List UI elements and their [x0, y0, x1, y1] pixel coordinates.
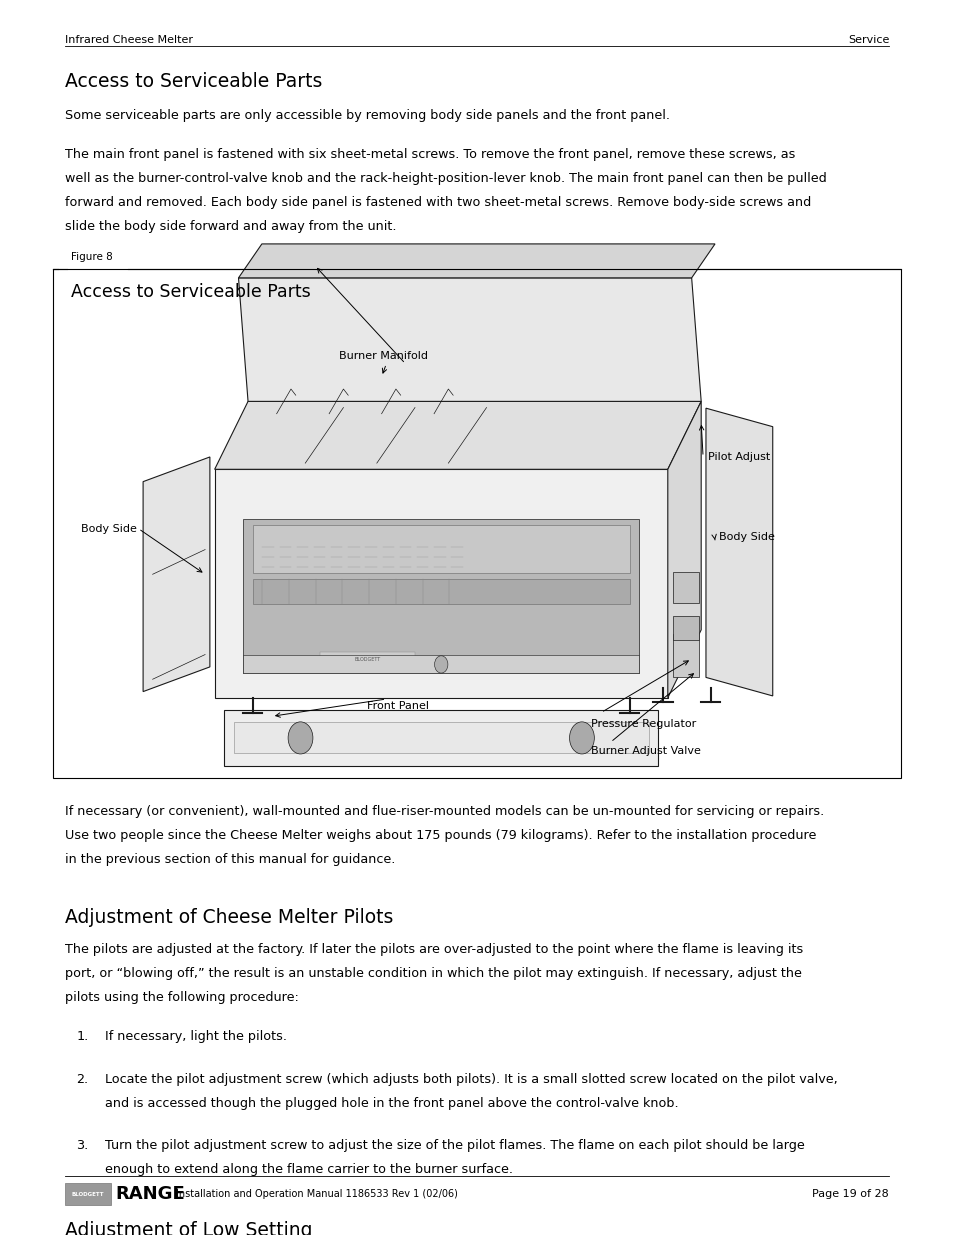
Text: Access to Serviceable Parts: Access to Serviceable Parts — [71, 283, 310, 301]
Text: in the previous section of this manual for guidance.: in the previous section of this manual f… — [65, 853, 395, 867]
Text: Locate the pilot adjustment screw (which adjusts both pilots). It is a small slo: Locate the pilot adjustment screw (which… — [105, 1072, 837, 1086]
Polygon shape — [143, 457, 210, 692]
Text: port, or “blowing off,” the result is an unstable condition in which the pilot m: port, or “blowing off,” the result is an… — [65, 967, 801, 981]
Text: The main front panel is fastened with six sheet-metal screws. To remove the fron: The main front panel is fastened with si… — [65, 148, 795, 161]
Text: Body Side: Body Side — [81, 524, 137, 534]
Circle shape — [569, 721, 594, 753]
Bar — [672, 572, 699, 603]
Text: pilots using the following procedure:: pilots using the following procedure: — [65, 992, 298, 1004]
Text: If necessary (or convenient), wall-mounted and flue-riser-mounted models can be : If necessary (or convenient), wall-mount… — [65, 805, 823, 819]
Text: Page 19 of 28: Page 19 of 28 — [812, 1189, 888, 1199]
Bar — [253, 525, 629, 573]
Bar — [233, 722, 648, 753]
Polygon shape — [705, 408, 772, 697]
Circle shape — [434, 656, 447, 673]
Text: Infrared Cheese Melter: Infrared Cheese Melter — [65, 35, 193, 44]
Text: BLODGETT: BLODGETT — [354, 657, 380, 662]
Text: Installation and Operation Manual 1186533 Rev 1 (02/06): Installation and Operation Manual 118653… — [175, 1189, 456, 1199]
Circle shape — [288, 721, 313, 753]
Text: Service: Service — [847, 35, 888, 44]
Bar — [243, 655, 639, 673]
Bar — [53, 269, 900, 778]
Polygon shape — [667, 401, 700, 698]
Bar — [243, 519, 639, 673]
Text: well as the burner-control-valve knob and the rack-height-position-lever knob. T: well as the burner-control-valve knob an… — [65, 172, 825, 185]
Polygon shape — [214, 401, 700, 469]
Polygon shape — [238, 245, 715, 278]
Text: and is accessed though the plugged hole in the front panel above the control-val: and is accessed though the plugged hole … — [105, 1097, 678, 1110]
Text: Adjustment of Cheese Melter Pilots: Adjustment of Cheese Melter Pilots — [65, 909, 393, 927]
Bar — [253, 579, 629, 604]
Text: 3.: 3. — [76, 1140, 89, 1152]
Text: slide the body side forward and away from the unit.: slide the body side forward and away fro… — [65, 220, 395, 233]
Text: Front Panel: Front Panel — [367, 701, 429, 711]
Text: Body Side: Body Side — [719, 532, 775, 542]
Text: Turn the pilot adjustment screw to adjust the size of the pilot flames. The flam: Turn the pilot adjustment screw to adjus… — [105, 1140, 803, 1152]
Text: BLODGETT: BLODGETT — [71, 1192, 104, 1197]
Bar — [672, 635, 699, 677]
Text: The pilots are adjusted at the factory. If later the pilots are over-adjusted to: The pilots are adjusted at the factory. … — [65, 944, 802, 956]
Text: Some serviceable parts are only accessible by removing body side panels and the : Some serviceable parts are only accessib… — [65, 109, 669, 122]
Text: Use two people since the Cheese Melter weighs about 175 pounds (79 kilograms). R: Use two people since the Cheese Melter w… — [65, 830, 816, 842]
Bar — [319, 652, 415, 667]
Text: enough to extend along the flame carrier to the burner surface.: enough to extend along the flame carrier… — [105, 1163, 513, 1177]
Text: Burner Manifold: Burner Manifold — [338, 351, 427, 361]
Text: Pilot Adjust: Pilot Adjust — [707, 452, 769, 462]
Text: If necessary, light the pilots.: If necessary, light the pilots. — [105, 1030, 287, 1044]
Bar — [224, 710, 658, 766]
Text: Pressure Regulator: Pressure Regulator — [591, 719, 696, 729]
Bar — [672, 615, 699, 640]
Text: 1.: 1. — [76, 1030, 89, 1044]
Text: Adjustment of Low Setting: Adjustment of Low Setting — [65, 1220, 312, 1235]
Text: Burner Adjust Valve: Burner Adjust Valve — [591, 746, 700, 756]
Bar — [214, 469, 667, 698]
Text: Access to Serviceable Parts: Access to Serviceable Parts — [65, 72, 322, 90]
Text: 2.: 2. — [76, 1072, 89, 1086]
Text: forward and removed. Each body side panel is fastened with two sheet-metal screw: forward and removed. Each body side pane… — [65, 195, 810, 209]
Text: Figure 8: Figure 8 — [71, 252, 112, 262]
Bar — [65, 1183, 111, 1205]
Polygon shape — [238, 278, 700, 401]
Text: RANGE: RANGE — [115, 1186, 185, 1203]
